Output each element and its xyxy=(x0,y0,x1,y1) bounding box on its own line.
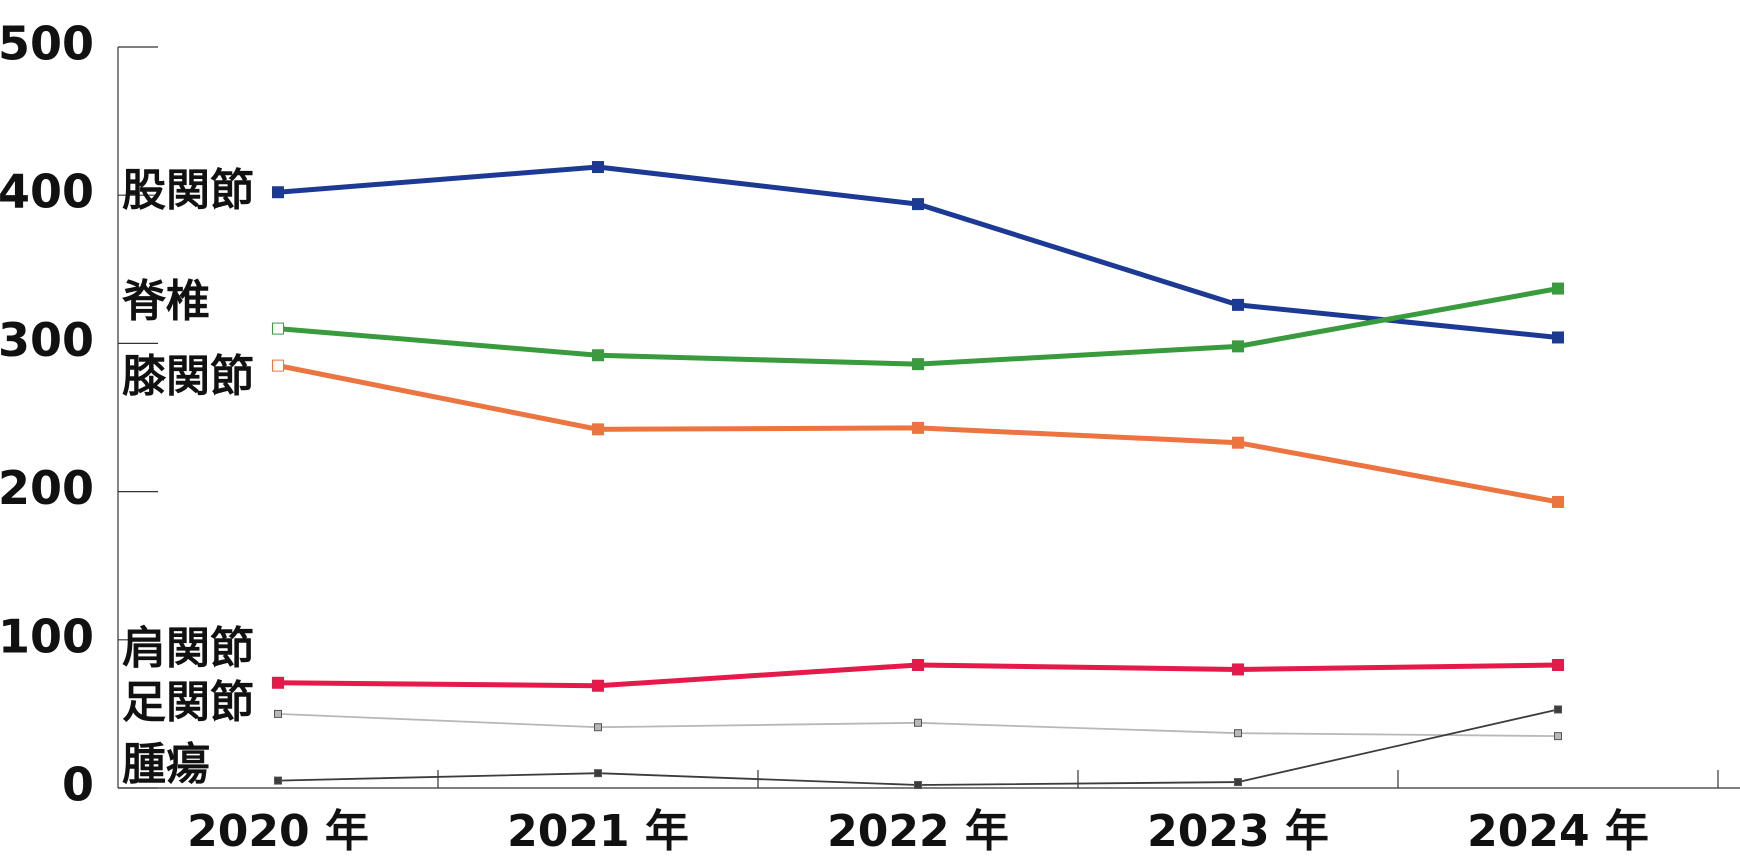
series-marker xyxy=(272,676,284,689)
series-marker xyxy=(912,658,924,671)
series-marker xyxy=(914,718,922,727)
series-line xyxy=(277,286,1559,367)
series-marker xyxy=(1232,298,1244,311)
series-marker xyxy=(592,349,604,362)
y-tick-label: 300 xyxy=(0,313,94,367)
y-tick-label: 200 xyxy=(0,461,94,515)
series-label: 腫瘍 xyxy=(122,739,210,790)
series-marker xyxy=(914,781,922,790)
series-line xyxy=(277,164,1559,340)
x-tick-label: 2020 年 xyxy=(187,806,369,856)
series-label: 肩関節 xyxy=(122,623,254,674)
series-marker xyxy=(272,186,284,199)
series-marker xyxy=(594,723,602,732)
x-tick-label: 2021 年 xyxy=(507,806,689,856)
series-marker xyxy=(1552,658,1564,671)
series-marker xyxy=(1232,436,1244,449)
series-label: 脊椎 xyxy=(122,276,210,327)
series-marker xyxy=(1552,331,1564,344)
series-marker xyxy=(272,359,284,372)
series-marker xyxy=(1554,732,1562,741)
x-tick-label: 2024 年 xyxy=(1467,806,1649,856)
series-marker xyxy=(1232,663,1244,676)
series-label: 足関節 xyxy=(122,677,254,728)
series-marker xyxy=(1552,282,1564,295)
series-marker xyxy=(1234,729,1242,738)
series-marker xyxy=(592,423,604,436)
series-marker xyxy=(912,198,924,211)
series-label: 股関節 xyxy=(122,165,254,216)
x-tick-label: 2022 年 xyxy=(827,806,1009,856)
series-marker xyxy=(592,161,604,174)
series-marker xyxy=(594,769,602,778)
y-tick-label: 0 xyxy=(62,758,94,812)
series-marker xyxy=(912,358,924,371)
series-marker xyxy=(272,322,284,335)
y-tick-label: 100 xyxy=(0,609,94,663)
series-label: 膝関節 xyxy=(122,351,254,402)
series-marker xyxy=(274,709,282,718)
series-marker xyxy=(592,679,604,692)
series-marker xyxy=(1554,705,1562,714)
series-marker xyxy=(1552,495,1564,508)
series-marker xyxy=(912,421,924,434)
series-marker xyxy=(1234,778,1242,787)
y-tick-label: 500 xyxy=(0,17,94,71)
x-tick-label: 2023 年 xyxy=(1147,806,1329,856)
y-tick-label: 400 xyxy=(0,165,94,219)
series-marker xyxy=(1232,340,1244,353)
series-marker xyxy=(274,776,282,785)
